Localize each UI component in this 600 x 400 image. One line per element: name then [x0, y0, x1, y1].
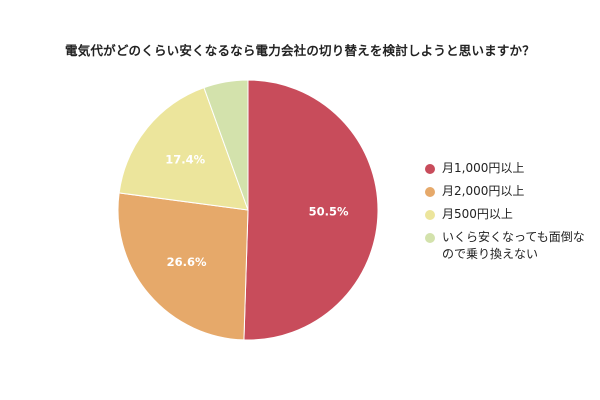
legend-swatch [425, 164, 435, 174]
pie-slice [203, 79, 249, 211]
legend-swatch [425, 187, 435, 197]
pie-slice [117, 192, 249, 341]
legend-item: 月1,000円以上 [425, 160, 600, 177]
legend-label: 月2,000円以上 [442, 184, 525, 198]
slice-data-label: 17.4% [165, 152, 205, 166]
legend-item: 月500円以上 [425, 206, 600, 223]
slice-data-label: 26.6% [167, 255, 207, 269]
legend-label: 月500円以上 [442, 207, 513, 221]
pie-slice [243, 79, 379, 341]
legend-swatch [425, 233, 435, 243]
pie-slice [118, 87, 249, 211]
legend: 月1,000円以上 月2,000円以上 月500円以上いくら安くなっても面倒な ので乗… [425, 160, 600, 269]
legend-label: いくら安くなっても面倒な ので乗り換えない [442, 230, 585, 261]
legend-label: 月1,000円以上 [442, 161, 525, 175]
legend-item: 月2,000円以上 [425, 183, 600, 200]
legend-swatch [425, 210, 435, 220]
chart-title: 電気代がどのくらい安くなるなら電力会社の切り替えを検討しようと思いますか？ [65, 43, 535, 58]
slice-data-label: 50.5% [309, 204, 349, 218]
legend-item: いくら安くなっても面倒な ので乗り換えない [425, 229, 600, 263]
